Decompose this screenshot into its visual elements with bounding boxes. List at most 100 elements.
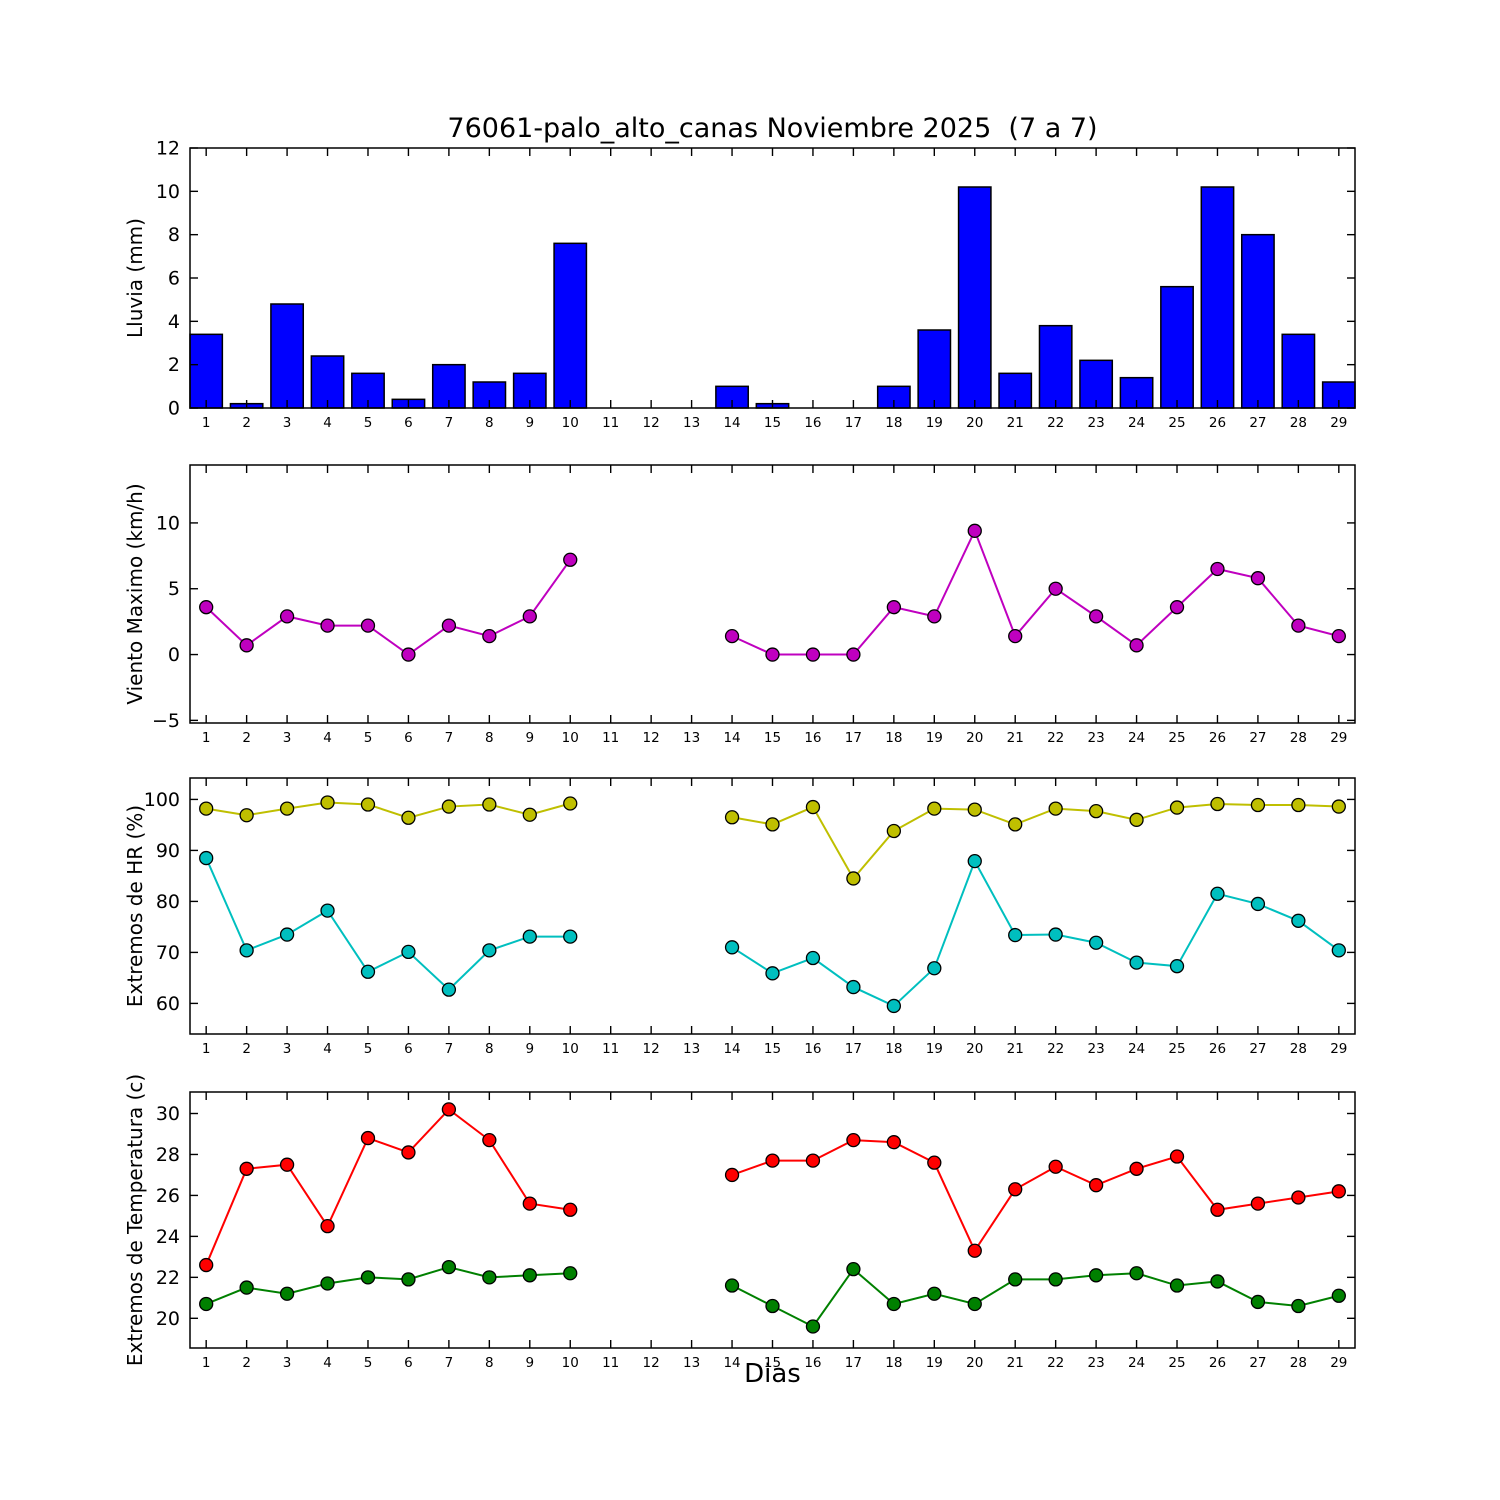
xtick-label: 6	[404, 1355, 413, 1371]
xtick-label: 5	[364, 730, 373, 746]
bar-day-1	[189, 333, 224, 409]
xtick-label: 25	[1168, 1355, 1185, 1371]
ytick-label: 70	[156, 942, 180, 964]
xtick-label: 16	[804, 730, 821, 746]
marker-hr_maximo-day-8	[482, 797, 497, 812]
marker-viento_maximo-day-1	[199, 600, 214, 615]
line-temp_maxima	[205, 1108, 571, 1266]
xtick-label: 8	[485, 730, 494, 746]
marker-hr_minimo-day-10	[563, 929, 578, 944]
line-hr_minimo	[731, 858, 1340, 1008]
ytick-label: 10	[156, 181, 180, 203]
marker-viento_maximo-day-29	[1331, 628, 1346, 644]
marker-hr_maximo-day-17	[846, 871, 861, 886]
xtick-label: 15	[764, 1355, 781, 1371]
xtick-label: 24	[1128, 730, 1145, 746]
marker-temp_maxima-day-18	[886, 1135, 902, 1150]
ytick-label: 60	[156, 993, 180, 1015]
marker-temp_maxima-day-20	[967, 1243, 982, 1258]
xtick-label: 6	[404, 730, 413, 746]
bars-lluvia	[189, 186, 1356, 409]
marker-hr_minimo-day-15	[765, 966, 780, 981]
xtick-label: 6	[404, 415, 413, 431]
marker-temp_minima-day-8	[482, 1270, 497, 1285]
xtick-label: 10	[562, 1355, 579, 1371]
xtick-label: 12	[643, 1355, 660, 1371]
ytick-label: 26	[156, 1185, 180, 1207]
marker-hr_maximo-day-6	[401, 810, 416, 825]
xtick-label: 28	[1290, 415, 1307, 431]
marker-viento_maximo-day-5	[360, 618, 376, 633]
bar-day-20	[957, 186, 992, 409]
marker-hr_maximo-day-4	[320, 795, 335, 810]
xtick-label: 2	[242, 1041, 251, 1057]
marker-temp_maxima-day-25	[1169, 1149, 1185, 1164]
marker-hr_minimo-day-16	[805, 950, 821, 966]
marker-viento_maximo-day-28	[1291, 618, 1306, 633]
marker-viento_maximo-day-24	[1129, 638, 1144, 653]
xtick-label: 1	[202, 1041, 211, 1057]
marker-temp_maxima-day-23	[1088, 1178, 1104, 1193]
marker-temp_maxima-day-1	[199, 1257, 214, 1273]
marker-hr_maximo-day-27	[1250, 797, 1266, 813]
xtick-label: 29	[1330, 1355, 1347, 1371]
xtick-label: 15	[764, 730, 781, 746]
marker-viento_maximo-day-18	[886, 600, 902, 615]
ytick-label: 90	[156, 840, 180, 862]
xtick-label: 21	[1007, 415, 1024, 431]
xtick-label: 26	[1209, 1041, 1226, 1057]
xtick-label: 12	[643, 415, 660, 431]
xtick-label: 10	[562, 415, 579, 431]
marker-hr_maximo-day-28	[1291, 797, 1306, 813]
marker-hr_maximo-day-7	[441, 799, 457, 814]
marker-temp_minima-day-5	[360, 1270, 376, 1285]
xtick-label: 24	[1128, 1041, 1145, 1057]
marker-viento_maximo-day-19	[927, 609, 942, 624]
xtick-label: 17	[845, 1041, 862, 1057]
marker-hr_minimo-day-29	[1331, 943, 1346, 958]
marker-hr_minimo-day-19	[927, 961, 942, 976]
marker-viento_maximo-day-16	[805, 647, 821, 662]
marker-viento_maximo-day-22	[1048, 581, 1063, 596]
xtick-label: 2	[242, 415, 251, 431]
marker-hr_minimo-day-5	[360, 964, 376, 979]
xtick-label: 10	[562, 730, 579, 746]
marker-temp_maxima-day-7	[441, 1102, 457, 1117]
xtick-label: 12	[643, 730, 660, 746]
marker-temp_maxima-day-14	[724, 1167, 740, 1183]
marker-hr_maximo-day-25	[1169, 800, 1185, 815]
ytick-label: 28	[156, 1144, 180, 1166]
xtick-label: 1	[202, 415, 211, 431]
marker-hr_minimo-day-1	[199, 850, 214, 866]
xtick-label: 9	[525, 1355, 534, 1371]
marker-viento_maximo-day-2	[239, 638, 254, 653]
xtick-label: 19	[926, 1041, 943, 1057]
xtick-label: 26	[1209, 730, 1226, 746]
marker-viento_maximo-day-10	[563, 552, 578, 567]
xtick-label: 14	[723, 1355, 740, 1371]
marker-hr_minimo-day-25	[1169, 959, 1185, 974]
ytick-label: 22	[156, 1267, 180, 1289]
xtick-label: 21	[1007, 1041, 1024, 1057]
xtick-label: 11	[602, 415, 619, 431]
marker-hr_minimo-day-20	[967, 853, 982, 869]
marker-viento_maximo-day-9	[522, 609, 537, 624]
xtick-label: 11	[602, 1041, 619, 1057]
series-viento_maximo	[199, 523, 1346, 662]
xtick-label: 15	[764, 415, 781, 431]
marker-viento_maximo-day-4	[320, 618, 335, 633]
xtick-label: 9	[525, 1041, 534, 1057]
marker-hr_minimo-day-6	[401, 944, 416, 960]
xtick-label: 2	[242, 730, 251, 746]
ytick-label: 12	[156, 138, 180, 160]
marker-viento_maximo-day-7	[441, 618, 457, 633]
line-hr_maximo	[206, 801, 571, 819]
marker-hr_minimo-day-27	[1250, 896, 1266, 912]
xtick-label: 22	[1047, 1041, 1064, 1057]
marker-temp_maxima-day-26	[1210, 1202, 1225, 1217]
xtick-label: 16	[804, 1041, 821, 1057]
marker-viento_maximo-day-6	[401, 647, 416, 662]
marker-temp_maxima-day-16	[805, 1153, 821, 1168]
marker-hr_minimo-day-4	[320, 903, 335, 918]
